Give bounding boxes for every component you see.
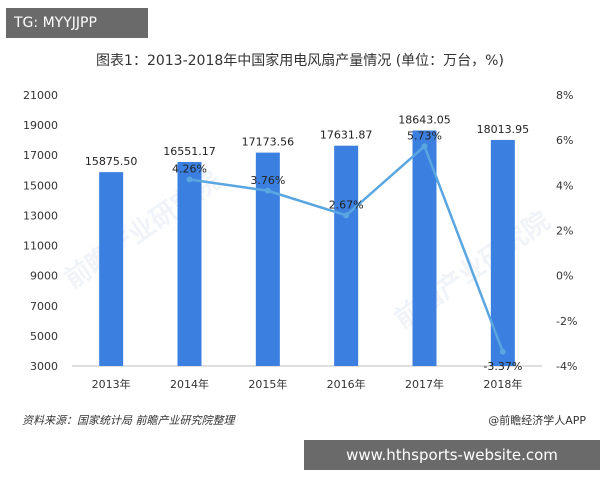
growth-point (186, 176, 193, 183)
y-right-tick-label: -4% (556, 360, 577, 373)
x-tick-label: 2014年 (170, 377, 209, 391)
bar-value-label: 17631.87 (320, 129, 373, 142)
bar-value-label: 15875.50 (85, 155, 138, 168)
x-tick-label: 2013年 (92, 377, 131, 391)
x-tick-label: 2017年 (405, 377, 444, 391)
y-left-tick-label: 19000 (23, 119, 58, 132)
bar (99, 172, 124, 366)
growth-point (264, 187, 271, 194)
growth-point (499, 348, 506, 355)
y-left-tick-label: 9000 (30, 270, 58, 283)
y-right-tick-label: -2% (556, 315, 577, 328)
growth-value-label: 4.26% (172, 162, 207, 175)
bar (334, 145, 359, 366)
bar (177, 161, 202, 366)
bar-value-label: 18643.05 (398, 113, 451, 126)
brand-credit: @前瞻经济学人APP (488, 414, 586, 427)
growth-value-label: 3.76% (250, 174, 285, 187)
y-left-tick-label: 15000 (23, 179, 58, 192)
growth-value-label: 2.67% (329, 198, 364, 211)
y-left-tick-label: 5000 (30, 330, 58, 343)
bar-value-label: 16551.17 (163, 145, 216, 158)
x-tick-label: 2016年 (327, 377, 366, 391)
y-right-tick-label: 0% (556, 270, 573, 283)
tag-label: TG: MYYJJPP (6, 8, 148, 38)
y-left-tick-label: 7000 (30, 300, 58, 313)
y-right-tick-label: 2% (556, 225, 573, 238)
footer-url: www.hthsports-website.com (304, 440, 600, 470)
y-left-tick-label: 21000 (23, 89, 58, 102)
growth-value-label: -3.37% (483, 360, 522, 373)
y-left-tick-label: 13000 (23, 209, 58, 222)
y-left-tick-label: 11000 (23, 240, 58, 253)
source-note: 资料来源：国家统计局 前瞻产业研究院整理 (22, 414, 235, 427)
y-left-tick-label: 17000 (23, 149, 58, 162)
y-right-tick-label: 4% (556, 179, 573, 192)
y-right-tick-label: 6% (556, 134, 573, 147)
growth-point (421, 143, 428, 150)
growth-value-label: 5.73% (407, 129, 442, 142)
x-tick-label: 2015年 (248, 377, 287, 391)
bar-value-label: 18013.95 (477, 123, 530, 136)
chart-title: 图表1：2013-2018年中国家用电风扇产量情况 (单位：万台，%) (96, 53, 504, 69)
bar (255, 152, 280, 366)
y-right-tick-label: 8% (556, 89, 573, 102)
bar-value-label: 17173.56 (242, 136, 295, 149)
x-tick-label: 2018年 (483, 377, 522, 391)
chart: 3000 5000 7000 9000 11000 13000 15000 17000 1900… (23, 89, 577, 391)
y-left-tick-label: 3000 (30, 360, 58, 373)
growth-point (343, 212, 350, 219)
